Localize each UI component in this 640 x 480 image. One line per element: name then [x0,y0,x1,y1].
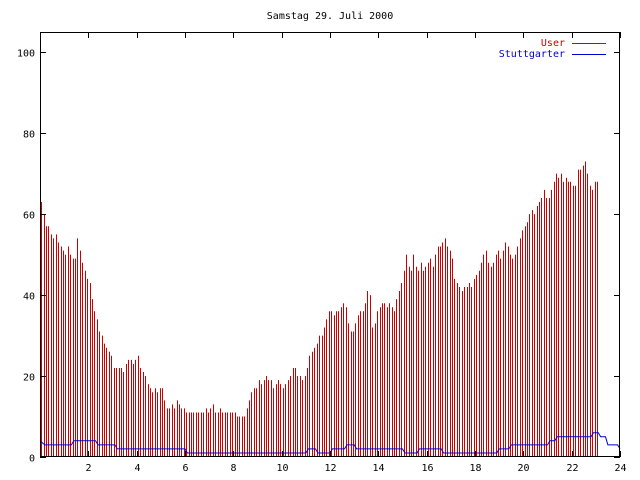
x-tick-label: 6 [182,463,188,474]
x-tick-label: 12 [324,463,336,474]
x-tick-label: 20 [517,463,529,474]
y-tick-label: 100 [17,49,35,60]
x-tick-label: 2 [85,463,91,474]
chart-title: Samstag 29. Juli 2000 [267,11,393,22]
x-tick-label: 18 [469,463,481,474]
legend-label: Stuttgarter [499,49,565,60]
legend-label: User [541,38,565,49]
x-tick-label: 14 [372,463,384,474]
y-tick-label: 60 [23,211,35,222]
x-tick-label: 10 [276,463,288,474]
x-tick-label: 22 [566,463,578,474]
x-tick-label: 8 [230,463,236,474]
y-tick-label: 40 [23,292,35,303]
series-lines [39,432,621,454]
user-bars [41,161,598,457]
stuttgarter-line [39,432,621,454]
x-tick-label: 24 [614,463,626,474]
y-tick-label: 0 [29,454,35,465]
x-tick-label: 4 [134,463,140,474]
y-tick-label: 20 [23,373,35,384]
y-tick-label: 80 [23,130,35,141]
x-tick-label: 16 [421,463,433,474]
